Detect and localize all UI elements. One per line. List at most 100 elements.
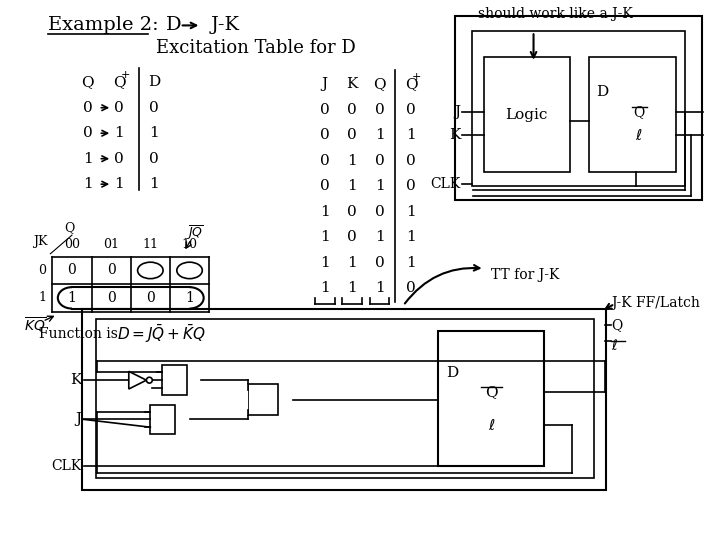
- Text: 1: 1: [185, 291, 194, 305]
- Ellipse shape: [138, 262, 163, 279]
- Text: J: J: [322, 77, 328, 91]
- Text: 1: 1: [68, 291, 76, 305]
- Text: Q: Q: [485, 385, 498, 399]
- Text: 1: 1: [406, 205, 416, 219]
- Text: $\overline{JQ}$: $\overline{JQ}$: [186, 224, 203, 242]
- Text: 1: 1: [375, 281, 384, 295]
- Bar: [248, 384, 278, 415]
- Circle shape: [146, 377, 153, 383]
- Text: 1: 1: [347, 154, 357, 167]
- Text: 1: 1: [347, 281, 357, 295]
- Text: D: D: [596, 85, 608, 99]
- Text: 1: 1: [375, 230, 384, 244]
- Text: 0: 0: [320, 103, 330, 117]
- Bar: [150, 404, 175, 434]
- Text: Q: Q: [81, 75, 94, 89]
- Text: D: D: [166, 16, 181, 35]
- Text: should work like a J-K: should work like a J-K: [477, 6, 632, 21]
- Text: 0: 0: [347, 103, 357, 117]
- Text: 0: 0: [375, 154, 384, 167]
- Text: K: K: [449, 128, 460, 142]
- Text: 1: 1: [320, 230, 330, 244]
- Text: K: K: [71, 373, 82, 387]
- Bar: [96, 320, 594, 478]
- Text: Q: Q: [64, 221, 74, 234]
- Text: Q: Q: [611, 318, 622, 332]
- Bar: [243, 384, 248, 415]
- Text: 0: 0: [114, 152, 124, 166]
- Text: 1: 1: [114, 126, 124, 140]
- Text: 0: 0: [114, 101, 124, 114]
- Text: J-K FF/Latch: J-K FF/Latch: [611, 296, 700, 310]
- Text: 0: 0: [107, 264, 115, 278]
- Text: K: K: [346, 77, 358, 91]
- Text: JK: JK: [33, 235, 48, 248]
- Text: 0: 0: [406, 154, 416, 167]
- Text: Q: Q: [374, 77, 386, 91]
- Polygon shape: [129, 372, 146, 389]
- Bar: [484, 57, 570, 172]
- Text: 0: 0: [406, 179, 416, 193]
- Text: 0: 0: [83, 101, 92, 114]
- Text: 0: 0: [68, 264, 76, 278]
- Text: 0: 0: [406, 103, 416, 117]
- Text: 1: 1: [375, 179, 384, 193]
- Text: Q: Q: [112, 75, 125, 89]
- Text: +: +: [413, 72, 422, 83]
- Text: 1: 1: [406, 128, 416, 142]
- Ellipse shape: [177, 262, 202, 279]
- Text: 00: 00: [64, 239, 80, 252]
- Bar: [590, 57, 675, 172]
- Text: 0: 0: [347, 230, 357, 244]
- Text: $\overline{KQ}$: $\overline{KQ}$: [24, 316, 45, 335]
- Text: 1: 1: [114, 177, 124, 191]
- Text: 0: 0: [406, 281, 416, 295]
- Text: $D = J\bar{Q} + \bar{K}Q$: $D = J\bar{Q} + \bar{K}Q$: [117, 323, 206, 345]
- Text: Excitation Table for D: Excitation Table for D: [156, 39, 356, 57]
- Text: 0: 0: [83, 126, 92, 140]
- Text: 0: 0: [375, 103, 384, 117]
- Text: +: +: [121, 70, 130, 80]
- Text: Function is: Function is: [39, 327, 117, 341]
- Text: 0: 0: [375, 255, 384, 269]
- Text: 1: 1: [347, 255, 357, 269]
- Text: J: J: [76, 413, 82, 427]
- Text: 0: 0: [320, 179, 330, 193]
- Text: D: D: [446, 366, 459, 380]
- Text: Logic: Logic: [505, 107, 548, 122]
- Text: 0: 0: [39, 264, 47, 277]
- Bar: [438, 331, 544, 467]
- Bar: [162, 366, 186, 395]
- Text: 0: 0: [375, 205, 384, 219]
- Text: 1: 1: [83, 177, 92, 191]
- Text: CLK: CLK: [430, 177, 460, 191]
- Text: 0: 0: [146, 291, 155, 305]
- Text: $\ell$: $\ell$: [634, 127, 642, 143]
- Text: 1: 1: [347, 179, 357, 193]
- Text: $\ell$: $\ell$: [611, 339, 618, 353]
- Text: 0: 0: [347, 128, 357, 142]
- Text: 1: 1: [39, 292, 47, 305]
- Bar: [82, 309, 606, 490]
- Text: J: J: [454, 105, 460, 119]
- Bar: [455, 16, 702, 200]
- Text: CLK: CLK: [52, 460, 82, 474]
- Text: 0: 0: [149, 101, 159, 114]
- Text: 0: 0: [149, 152, 159, 166]
- Text: 10: 10: [181, 239, 197, 252]
- Text: $\ell$: $\ell$: [487, 418, 495, 433]
- Text: Q: Q: [633, 105, 644, 119]
- Text: 0: 0: [320, 128, 330, 142]
- Text: Q: Q: [405, 77, 418, 91]
- Text: 0: 0: [347, 205, 357, 219]
- Text: 1: 1: [406, 255, 416, 269]
- Text: D: D: [148, 75, 161, 89]
- Text: 0: 0: [107, 291, 115, 305]
- Text: 01: 01: [103, 239, 119, 252]
- Text: TT for J-K: TT for J-K: [491, 268, 559, 282]
- Text: 0: 0: [320, 154, 330, 167]
- Text: Example 2:: Example 2:: [48, 16, 159, 35]
- Text: 1: 1: [149, 177, 159, 191]
- Text: 1: 1: [375, 128, 384, 142]
- Bar: [472, 31, 685, 186]
